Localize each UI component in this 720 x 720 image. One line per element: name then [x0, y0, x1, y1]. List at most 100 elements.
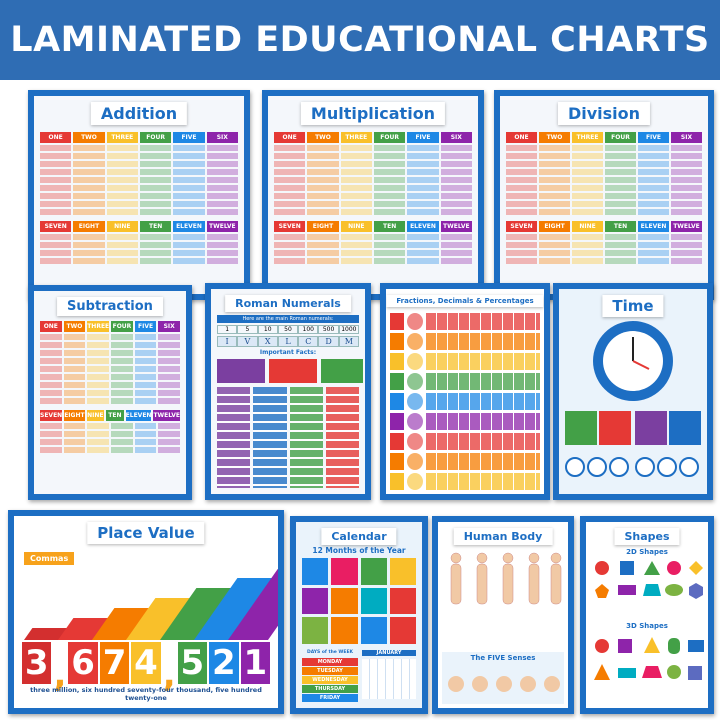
table-cell — [506, 177, 537, 183]
table-cell — [307, 153, 339, 159]
table-cell — [572, 209, 603, 215]
table-cell — [173, 153, 205, 159]
fraction-circle — [407, 373, 423, 390]
table-cell — [134, 447, 157, 453]
table-cell — [605, 177, 636, 183]
table-cell — [206, 209, 238, 215]
fraction-row — [390, 473, 540, 490]
place-label: Ones — [225, 541, 247, 565]
table-cell — [307, 209, 339, 215]
table-cell — [206, 234, 238, 240]
table-cell — [63, 431, 86, 437]
header-row: ONE TWO THREE FOUR FIVE SIX — [40, 132, 238, 143]
table-cell — [671, 201, 702, 207]
table-cell — [340, 153, 372, 159]
column-header: FIVE — [134, 321, 157, 332]
table-cell — [40, 177, 72, 183]
month-card — [331, 558, 358, 585]
table-cell — [87, 390, 110, 396]
table-cell — [340, 145, 372, 151]
table-row — [274, 201, 472, 207]
roman-number: 1000 — [338, 325, 359, 334]
table-cell — [671, 234, 702, 240]
roman-numeral: L — [277, 336, 299, 347]
table-cell — [572, 161, 603, 167]
table-cell — [134, 382, 157, 388]
table-cell — [63, 423, 86, 429]
roman-facts-title: Important Facts: — [259, 349, 317, 356]
month-days — [362, 659, 416, 699]
table-cell — [111, 431, 133, 437]
fraction-row — [390, 453, 540, 470]
table-cell — [274, 242, 306, 248]
table-row — [40, 423, 181, 429]
table-cell — [407, 161, 439, 167]
table-row — [40, 242, 238, 248]
fraction-row — [390, 353, 540, 370]
table-cell — [158, 374, 181, 380]
column-header: FIVE — [407, 132, 439, 143]
table-cell — [73, 153, 105, 159]
table-row — [40, 161, 238, 167]
table-cell — [407, 193, 439, 199]
table-row — [506, 177, 702, 183]
table-cell — [274, 234, 306, 240]
roman-number: 50 — [277, 325, 299, 334]
table-cell — [134, 342, 157, 348]
table-cell — [638, 169, 669, 175]
table-cell — [158, 342, 181, 348]
table-cell — [73, 193, 105, 199]
table-cell — [206, 177, 238, 183]
table-cell — [139, 234, 172, 240]
table-cell — [63, 398, 86, 404]
table-cell — [307, 258, 339, 264]
table-body: ONE TWO THREE FOUR FIVE SIX SEVEN EIGHT NINE TEN E… — [506, 132, 702, 288]
table-row — [40, 258, 238, 264]
table-cell — [73, 234, 105, 240]
table-cell — [539, 161, 570, 167]
table-cell — [440, 193, 472, 199]
fraction-row — [390, 313, 540, 330]
column-header: NINE — [572, 221, 603, 232]
table-cell — [134, 431, 157, 437]
table-cell — [139, 242, 172, 248]
table-cell — [111, 334, 133, 340]
table-cell — [73, 250, 105, 256]
table-cell — [572, 242, 603, 248]
table-cell — [274, 161, 306, 167]
days-title: DAYS of the WEEK — [306, 650, 354, 655]
table-cell — [139, 201, 172, 207]
table-cell — [111, 366, 133, 372]
table-cell — [173, 169, 205, 175]
column-header: ELEVEN — [407, 221, 439, 232]
table-row — [40, 153, 238, 159]
table-cell — [158, 358, 181, 364]
table-cell — [73, 169, 105, 175]
table-cell — [40, 382, 62, 388]
table-cell — [671, 250, 702, 256]
table-cell — [40, 390, 62, 396]
column-header: TWELVE — [440, 221, 472, 232]
table-row — [40, 358, 181, 364]
table-cell — [274, 145, 306, 151]
table-cell — [638, 234, 669, 240]
fraction-bar — [426, 433, 540, 450]
table-cell — [506, 169, 537, 175]
roman-numeral: M — [338, 336, 359, 347]
table-cell — [440, 161, 472, 167]
shape-section: 3D Shapes — [626, 622, 668, 630]
table-cell — [40, 234, 72, 240]
shape-section: 2D Shapes — [626, 548, 668, 556]
table-row — [40, 177, 238, 183]
roman-columns — [217, 387, 359, 488]
poster-inner: Addition ONE TWO THREE FOUR FIVE SIX SEVEN EIGHT… — [34, 96, 244, 294]
table-row — [506, 153, 702, 159]
table-cell — [373, 258, 406, 264]
column-header: SIX — [158, 321, 180, 332]
table-cell — [539, 258, 570, 264]
body-figures — [450, 552, 562, 605]
table-cell — [572, 169, 603, 175]
human-body-poster: Human Body The FIVE Senses — [432, 516, 574, 714]
digit: 3 — [22, 642, 52, 684]
table-cell — [158, 366, 181, 372]
